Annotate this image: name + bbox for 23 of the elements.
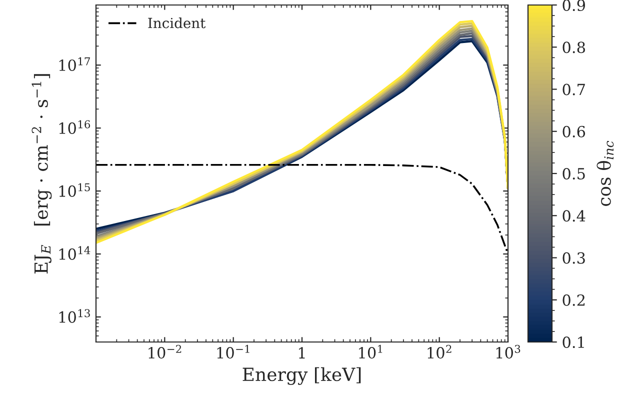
color-bar-label: 0.1: [562, 336, 584, 348]
x-axis-title: Energy [keV]: [242, 367, 361, 385]
color-bar-label: 0.6: [562, 126, 586, 138]
color-bar-label: 0.2: [562, 294, 585, 306]
y-tick-label: 10$^{13}$: [59, 309, 90, 323]
text: EJ$_{E}$ [erg · cm$^{−2}$ · s$^{−1}$]: [32, 74, 52, 274]
x-tick-label: 10$^{2}$: [428, 344, 452, 359]
color-bar-label: 0.4: [562, 210, 586, 222]
x-tick-label: 10$^{3}$: [496, 344, 520, 359]
y-tick-label: 10$^{15}$: [59, 183, 90, 197]
x-tick-label: 10$^{1}$: [359, 344, 382, 359]
y-tick-label: 10$^{16}$: [59, 120, 90, 134]
color-bar-label: 0.3: [562, 252, 585, 264]
legend-label: Incident: [148, 18, 206, 28]
x-tick-label: 10$^{−1}$: [217, 344, 250, 359]
color-bar-label: 0.7: [562, 84, 585, 96]
x-tick-label: 1: [299, 347, 305, 358]
y-tick-label: 10$^{17}$: [59, 57, 90, 71]
color-bar-label: 0.8: [562, 42, 585, 54]
color-bar-label: 0.5: [562, 168, 585, 180]
y-tick-label: 10$^{14}$: [59, 246, 90, 260]
x-tick-label: 10$^{−2}$: [148, 344, 182, 359]
color-bar-title: cos θ$_{inc}$: [596, 140, 614, 206]
